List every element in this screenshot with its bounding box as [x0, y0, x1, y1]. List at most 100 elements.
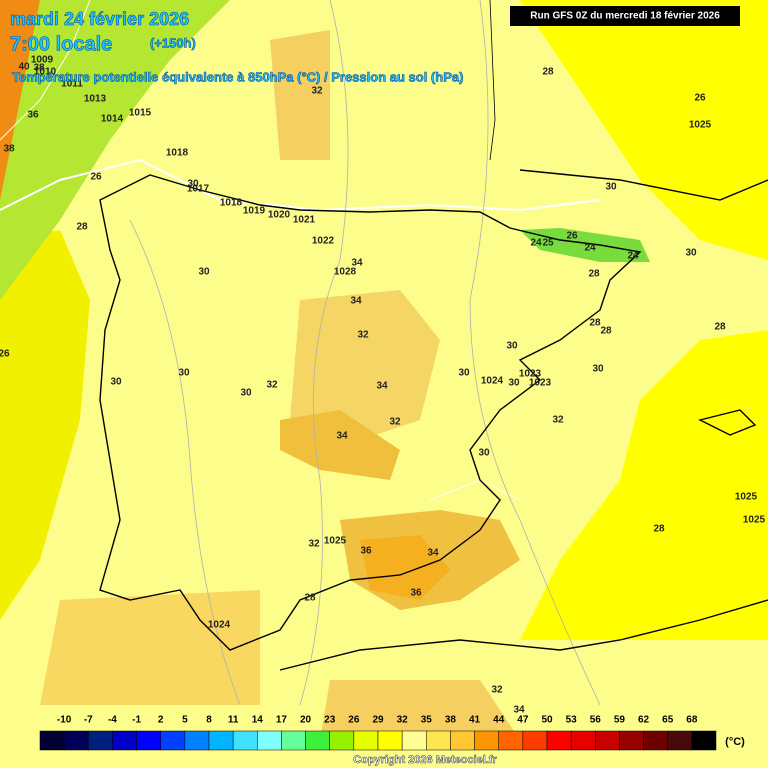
hot-field — [270, 30, 330, 160]
color-swatch — [643, 730, 668, 751]
colorbar-label: -4 — [108, 715, 117, 726]
color-swatch — [691, 730, 717, 751]
hot-field — [290, 290, 440, 440]
map-label: 1018 — [166, 148, 189, 159]
colorbar: -10 -7 -4 -1 2 5 8 11 14 17 20 23 26 29 32 35 38 41 44 47 50… — [39, 715, 717, 751]
map-label: 32 — [357, 330, 369, 341]
isotherms — [129, 0, 601, 706]
colorbar-label: 11 — [228, 715, 239, 726]
map-label: 1018 — [220, 198, 243, 209]
map-label: 24 — [530, 238, 542, 249]
map-label: 1021 — [293, 215, 316, 226]
color-swatch — [426, 730, 451, 751]
colorbar-label: 5 — [182, 715, 188, 726]
map-label: 32 — [311, 86, 323, 97]
map-label: 34 — [336, 431, 348, 442]
color-swatch — [377, 730, 403, 751]
map-label: 30 — [592, 364, 604, 375]
colorbar-label: 20 — [300, 715, 312, 726]
run-info: Run GFS 0Z du mercredi 18 février 2026 — [530, 11, 720, 22]
map-label: 1023 — [519, 369, 542, 380]
map-label: 30 — [605, 182, 617, 193]
copyright: Copyright 2026 Meteociel.fr — [353, 754, 497, 766]
coastline — [279, 599, 768, 671]
colorbar-label: 8 — [206, 715, 212, 726]
map-label: 1014 — [101, 114, 124, 125]
colorbar-label: 23 — [324, 715, 336, 726]
coastlines — [99, 0, 768, 671]
map-label: 28 — [600, 326, 612, 337]
color-swatch — [450, 730, 475, 751]
colorbar-label: 41 — [469, 715, 481, 726]
lead-time: (+150h) — [150, 35, 196, 50]
hot-field — [320, 680, 520, 740]
warm-field — [0, 230, 90, 620]
colorbar-label: 26 — [348, 715, 360, 726]
map-label: 30 — [478, 448, 490, 459]
map-label: 24 — [627, 251, 639, 262]
map-label: 25 — [542, 238, 554, 249]
color-swatch — [39, 730, 65, 751]
map-label: 1017 — [187, 184, 210, 195]
warm-field — [520, 0, 768, 260]
subtitle: Température potentielle équivalente à 85… — [12, 69, 463, 84]
color-swatch — [619, 730, 644, 751]
map-label: 30 — [506, 341, 518, 352]
map-label: 1019 — [243, 206, 266, 217]
map-label: 24 — [584, 243, 596, 254]
color-swatch — [112, 730, 137, 751]
local-time: 7:00 locale — [10, 33, 112, 55]
map-label: 1025 — [689, 120, 712, 131]
date: mardi 24 février 2026 — [10, 9, 189, 29]
color-swatch — [160, 730, 186, 751]
map-label: 30 — [458, 368, 470, 379]
color-swatch — [570, 730, 596, 751]
isotherm — [129, 219, 241, 706]
color-swatch — [401, 730, 427, 751]
map-label: 30 — [240, 388, 252, 399]
map-label: 32 — [266, 380, 278, 391]
color-swatch — [136, 730, 161, 751]
isotherm — [299, 0, 349, 706]
map-label: 34 — [351, 258, 363, 269]
color-swatch — [474, 730, 499, 751]
colorbar-label: 32 — [397, 715, 409, 726]
colorbar-label: -7 — [84, 715, 93, 726]
map-label: 30 — [187, 179, 199, 190]
colorbar-label: 50 — [541, 715, 553, 726]
map-label: 26 — [0, 349, 10, 360]
color-swatch — [498, 730, 524, 751]
map-label: 34 — [427, 548, 439, 559]
colorbar-label: 59 — [614, 715, 626, 726]
coastline — [697, 409, 757, 436]
color-swatch — [184, 730, 210, 751]
cool-field — [0, 0, 230, 300]
colorbar-label: 35 — [421, 715, 433, 726]
color-swatch — [522, 730, 548, 751]
colorbar-unit: (°C) — [725, 736, 745, 748]
colorbar-label: 14 — [252, 715, 264, 726]
map-label: 28 — [588, 269, 600, 280]
colorbar-label: 68 — [686, 715, 698, 726]
colorbar-label: 65 — [662, 715, 674, 726]
map-label: 36 — [360, 546, 372, 557]
color-swatch — [232, 730, 258, 751]
map-label: 28 — [304, 593, 316, 604]
cool-field — [520, 228, 650, 262]
colorbar-label: 2 — [158, 715, 164, 726]
coastline — [99, 174, 642, 651]
isobar — [0, 158, 601, 212]
colorbar-label: 62 — [638, 715, 650, 726]
color-swatch — [88, 730, 113, 751]
map-label: 34 — [513, 705, 525, 716]
map-label: 1025 — [735, 492, 758, 503]
colorbar-label: 38 — [445, 715, 457, 726]
border — [489, 0, 496, 161]
map-label: 34 — [350, 296, 362, 307]
map-label: 40 — [18, 62, 30, 73]
map-label: 1009 — [31, 55, 54, 66]
color-swatch — [667, 730, 693, 751]
color-swatch — [353, 730, 379, 751]
map-label: 30 — [110, 377, 122, 388]
